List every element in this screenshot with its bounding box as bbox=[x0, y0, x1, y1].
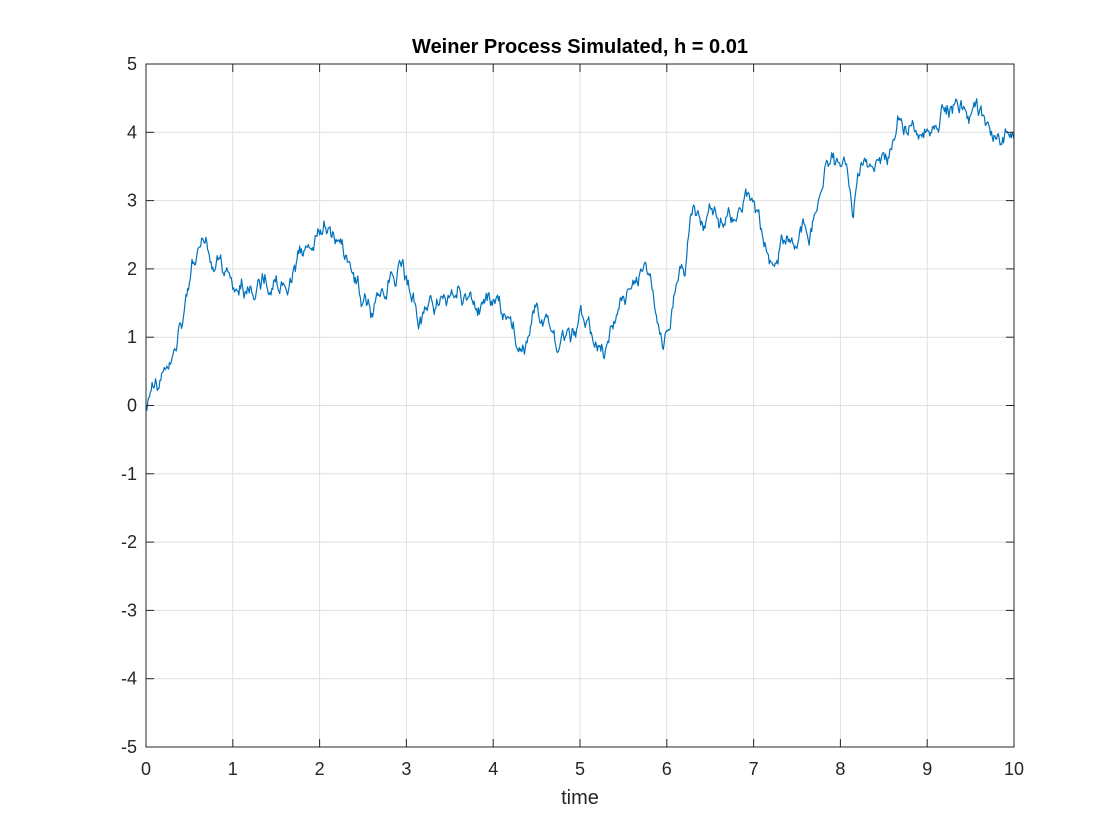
x-tick-label: 6 bbox=[662, 759, 672, 779]
grid bbox=[146, 64, 1014, 747]
y-tick-label: -5 bbox=[121, 737, 137, 757]
x-tick-label: 5 bbox=[575, 759, 585, 779]
x-axis-label: time bbox=[561, 787, 599, 809]
y-tick-label: 0 bbox=[127, 396, 137, 416]
chart-title: Weiner Process Simulated, h = 0.01 bbox=[412, 36, 748, 58]
series-line bbox=[145, 98, 1015, 411]
x-tick-label: 4 bbox=[488, 759, 498, 779]
y-tick-label: 2 bbox=[127, 259, 137, 279]
y-tick-label: 4 bbox=[127, 122, 137, 142]
x-tick-label: 7 bbox=[749, 759, 759, 779]
x-tick-label: 1 bbox=[228, 759, 238, 779]
ticks: 0 1 2 3 4 5 6 7 8 9 10 -5 -4 -3 -2 -1 0 1 2 3 4 5 bbox=[121, 54, 1024, 779]
x-tick-label: 0 bbox=[141, 759, 151, 779]
x-tick-label: 9 bbox=[922, 759, 932, 779]
y-tick-label: -4 bbox=[121, 669, 137, 689]
x-tick-label: 10 bbox=[1004, 759, 1024, 779]
y-tick-label: 5 bbox=[127, 54, 137, 74]
series-layer bbox=[145, 98, 1015, 411]
y-tick-label: -1 bbox=[121, 464, 137, 484]
x-tick-label: 2 bbox=[315, 759, 325, 779]
y-tick-label: -3 bbox=[121, 600, 137, 620]
y-tick-label: 1 bbox=[127, 327, 137, 347]
y-tick-label: 3 bbox=[127, 191, 137, 211]
x-tick-label: 8 bbox=[835, 759, 845, 779]
x-tick-label: 3 bbox=[401, 759, 411, 779]
y-tick-label: -2 bbox=[121, 532, 137, 552]
